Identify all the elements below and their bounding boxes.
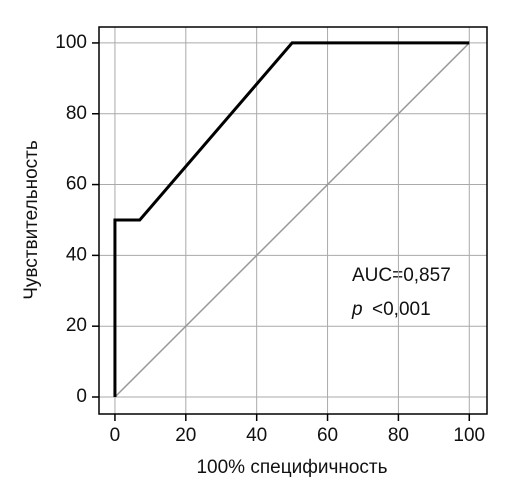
y-tick-label: 40 <box>66 244 87 265</box>
x-tick-label: 60 <box>317 425 338 446</box>
x-tick-label: 40 <box>246 425 267 446</box>
y-tick-label: 0 <box>76 386 87 407</box>
annotation: <0,001 <box>372 299 431 320</box>
line <box>114 42 470 398</box>
y-tick-label: 20 <box>66 315 87 336</box>
x-tick-label: 20 <box>175 425 196 446</box>
x-tick-label: 0 <box>110 425 121 446</box>
y-tick-label: 80 <box>66 103 87 124</box>
annotation: AUC=0,857 <box>352 265 451 286</box>
line <box>113 41 470 398</box>
x-axis-label: 100% специфичность <box>196 457 387 478</box>
annotation: p <box>351 299 363 320</box>
x-tick-label: 100 <box>453 425 485 446</box>
y-tick-label: 100 <box>55 32 87 53</box>
plot-border <box>98 26 488 415</box>
y-axis-label: Чувствительность <box>21 140 42 300</box>
y-tick-label: 60 <box>66 174 87 195</box>
x-tick-label: 80 <box>388 425 409 446</box>
